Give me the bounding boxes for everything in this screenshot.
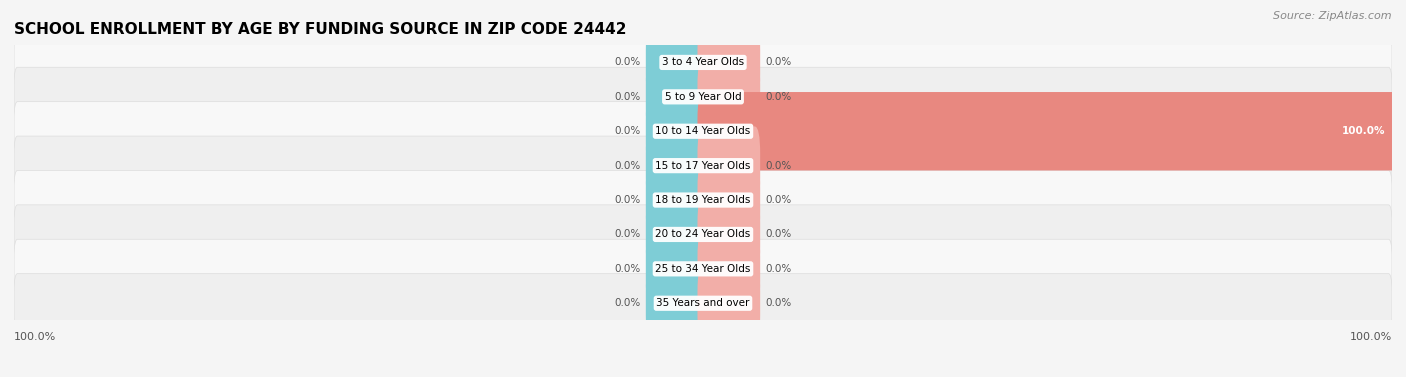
FancyBboxPatch shape [645, 264, 709, 342]
FancyBboxPatch shape [645, 23, 709, 102]
Text: 20 to 24 Year Olds: 20 to 24 Year Olds [655, 230, 751, 239]
Text: 10 to 14 Year Olds: 10 to 14 Year Olds [655, 126, 751, 136]
Text: 15 to 17 Year Olds: 15 to 17 Year Olds [655, 161, 751, 171]
Text: 25 to 34 Year Olds: 25 to 34 Year Olds [655, 264, 751, 274]
Text: 100.0%: 100.0% [1350, 333, 1392, 342]
FancyBboxPatch shape [697, 58, 761, 136]
FancyBboxPatch shape [697, 195, 761, 274]
Text: 0.0%: 0.0% [765, 264, 792, 274]
FancyBboxPatch shape [697, 23, 761, 102]
FancyBboxPatch shape [14, 136, 1392, 195]
Text: 0.0%: 0.0% [765, 161, 792, 171]
Text: 0.0%: 0.0% [614, 161, 641, 171]
Text: SCHOOL ENROLLMENT BY AGE BY FUNDING SOURCE IN ZIP CODE 24442: SCHOOL ENROLLMENT BY AGE BY FUNDING SOUR… [14, 22, 627, 37]
Text: 18 to 19 Year Olds: 18 to 19 Year Olds [655, 195, 751, 205]
FancyBboxPatch shape [14, 67, 1392, 126]
Text: 100.0%: 100.0% [1341, 126, 1385, 136]
FancyBboxPatch shape [14, 274, 1392, 333]
Text: 0.0%: 0.0% [765, 230, 792, 239]
Text: 3 to 4 Year Olds: 3 to 4 Year Olds [662, 57, 744, 67]
Text: 0.0%: 0.0% [614, 230, 641, 239]
Text: 5 to 9 Year Old: 5 to 9 Year Old [665, 92, 741, 102]
Text: 0.0%: 0.0% [614, 195, 641, 205]
FancyBboxPatch shape [697, 92, 1398, 170]
FancyBboxPatch shape [697, 126, 761, 205]
FancyBboxPatch shape [14, 205, 1392, 264]
Text: 0.0%: 0.0% [614, 57, 641, 67]
Text: 100.0%: 100.0% [14, 333, 56, 342]
FancyBboxPatch shape [645, 230, 709, 308]
FancyBboxPatch shape [14, 170, 1392, 230]
FancyBboxPatch shape [697, 161, 761, 239]
FancyBboxPatch shape [645, 126, 709, 205]
FancyBboxPatch shape [697, 264, 761, 342]
FancyBboxPatch shape [14, 239, 1392, 299]
Text: 0.0%: 0.0% [614, 126, 641, 136]
FancyBboxPatch shape [697, 230, 761, 308]
Text: 0.0%: 0.0% [614, 92, 641, 102]
Text: Source: ZipAtlas.com: Source: ZipAtlas.com [1274, 11, 1392, 21]
Text: 0.0%: 0.0% [765, 92, 792, 102]
FancyBboxPatch shape [14, 102, 1392, 161]
Text: 0.0%: 0.0% [614, 264, 641, 274]
FancyBboxPatch shape [645, 161, 709, 239]
FancyBboxPatch shape [645, 58, 709, 136]
FancyBboxPatch shape [645, 92, 709, 170]
Text: 35 Years and over: 35 Years and over [657, 298, 749, 308]
FancyBboxPatch shape [645, 195, 709, 274]
Text: 0.0%: 0.0% [765, 57, 792, 67]
FancyBboxPatch shape [14, 33, 1392, 92]
Text: 0.0%: 0.0% [765, 298, 792, 308]
Text: 0.0%: 0.0% [765, 195, 792, 205]
Text: 0.0%: 0.0% [614, 298, 641, 308]
